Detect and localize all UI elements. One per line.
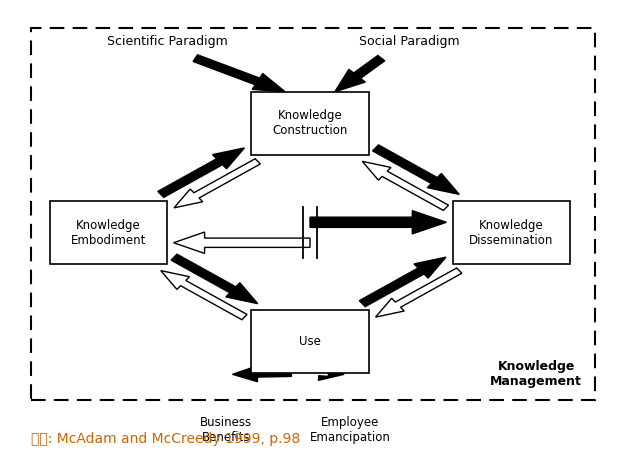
FancyArrow shape [310,211,446,234]
Text: Employee
Emancipation: Employee Emancipation [310,416,391,444]
Text: 자료: McAdam and McCreedy 1999, p.98: 자료: McAdam and McCreedy 1999, p.98 [31,432,300,446]
Text: Knowledge
Dissemination: Knowledge Dissemination [469,219,554,246]
FancyArrow shape [376,268,462,317]
FancyArrow shape [174,159,260,208]
FancyArrow shape [158,148,244,197]
FancyArrow shape [335,55,385,92]
FancyArrow shape [360,257,446,306]
FancyBboxPatch shape [251,92,369,154]
FancyArrow shape [174,232,310,253]
FancyArrow shape [171,254,258,304]
FancyArrow shape [319,365,344,380]
Text: Knowledge
Construction: Knowledge Construction [272,109,348,137]
FancyArrow shape [373,145,459,194]
Text: Business
Benefits: Business Benefits [200,416,252,444]
Text: Knowledge
Embodiment: Knowledge Embodiment [71,219,146,246]
Text: Scientific Paradigm: Scientific Paradigm [107,35,228,48]
FancyArrow shape [362,161,448,211]
Text: Social Paradigm: Social Paradigm [359,35,459,48]
FancyArrow shape [161,271,247,320]
Text: Use: Use [299,335,321,348]
FancyBboxPatch shape [50,201,167,264]
Text: Knowledge
Management: Knowledge Management [490,360,582,388]
FancyBboxPatch shape [251,311,369,373]
FancyBboxPatch shape [453,201,570,264]
FancyArrow shape [193,55,285,92]
FancyArrow shape [232,366,291,382]
